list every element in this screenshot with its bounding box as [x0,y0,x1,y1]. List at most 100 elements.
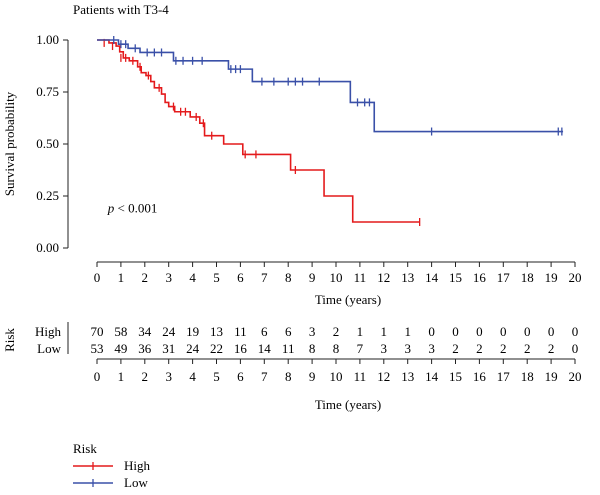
risk-count: 3 [309,324,316,339]
x-tick-label: 10 [330,270,343,285]
risk-count: 2 [524,341,531,356]
risk-x-tick-label: 6 [237,369,244,384]
x-tick-label: 6 [237,270,244,285]
risk-x-tick-label: 1 [118,369,125,384]
risk-count: 8 [309,341,316,356]
risk-x-tick-label: 20 [569,369,582,384]
survival-curve-high [97,39,420,223]
x-tick-label: 20 [569,270,582,285]
risk-x-tick-label: 17 [497,369,511,384]
legend-title: Risk [73,441,97,456]
x-tick-label: 19 [545,270,558,285]
risk-table-title: Risk [2,328,17,352]
x-tick-label: 12 [377,270,390,285]
risk-x-tick-label: 12 [377,369,390,384]
x-tick-label: 7 [261,270,268,285]
x-axis-label: Time (years) [315,292,381,307]
x-tick-label: 15 [449,270,462,285]
legend-label-high: High [124,458,151,473]
risk-count: 6 [285,324,292,339]
risk-count: 7 [357,341,364,356]
risk-x-tick-label: 13 [401,369,414,384]
x-tick-label: 3 [165,270,172,285]
risk-count: 14 [258,341,272,356]
risk-count: 58 [114,324,127,339]
risk-count: 11 [282,341,295,356]
legend: High Low [73,458,151,490]
risk-count: 0 [500,324,507,339]
risk-x-tick-label: 10 [330,369,343,384]
risk-count: 19 [186,324,199,339]
x-tick-label: 2 [142,270,149,285]
risk-count: 3 [404,341,411,356]
risk-count: 70 [91,324,104,339]
survival-curve-low [97,39,564,133]
risk-x-tick-label: 15 [449,369,462,384]
risk-x-tick-label: 0 [94,369,101,384]
risk-count: 24 [162,324,176,339]
risk-count: 0 [428,324,435,339]
risk-count: 2 [548,341,555,356]
risk-x-tick-label: 7 [261,369,268,384]
y-axis-label: Survival probability [2,91,17,196]
risk-count: 3 [428,341,435,356]
p-value-text: < 0.001 [114,201,157,216]
risk-count: 0 [524,324,531,339]
chart-title: Patients with T3-4 [73,2,169,17]
x-tick-label: 1 [118,270,125,285]
x-tick-label: 11 [354,270,367,285]
x-tick-label: 14 [425,270,439,285]
x-tick-label: 9 [309,270,316,285]
risk-x-tick-label: 11 [354,369,367,384]
risk-count: 49 [114,341,127,356]
risk-x-tick-label: 16 [473,369,487,384]
x-tick-label: 18 [521,270,534,285]
risk-count: 2 [500,341,507,356]
risk-x-tick-label: 9 [309,369,316,384]
y-tick-label: 0.25 [36,188,59,203]
risk-count: 2 [452,341,459,356]
risk-x-tick-label: 18 [521,369,534,384]
legend-label-low: Low [124,475,148,490]
y-tick-label: 0.75 [36,84,59,99]
y-tick-label: 0.50 [36,136,59,151]
risk-count: 24 [186,341,200,356]
risk-count: 0 [572,341,579,356]
risk-x-tick-label: 3 [165,369,172,384]
risk-count: 8 [333,341,340,356]
risk-count: 0 [548,324,555,339]
risk-count: 1 [404,324,411,339]
risk-count: 1 [381,324,388,339]
risk-count: 13 [210,324,223,339]
main-plot-area: 0.000.250.500.751.000 1 2 3 4 5 6 7 8 9 10 11 12 13 14… [36,32,581,285]
risk-count: 36 [138,341,152,356]
risk-count: 0 [572,324,579,339]
risk-count: 2 [333,324,340,339]
p-value-symbol: p [107,201,115,216]
risk-row-label: High [35,324,62,339]
risk-count: 34 [138,324,152,339]
risk-count: 2 [476,341,483,356]
risk-x-tick-label: 19 [545,369,558,384]
x-tick-label: 16 [473,270,487,285]
risk-x-tick-label: 5 [213,369,220,384]
risk-row-label: Low [37,341,61,356]
risk-count: 31 [162,341,175,356]
risk-x-tick-label: 14 [425,369,439,384]
x-tick-label: 17 [497,270,511,285]
risk-count: 0 [452,324,459,339]
risk-count: 0 [476,324,483,339]
y-tick-label: 0.00 [36,240,59,255]
risk-count: 22 [210,341,223,356]
risk-count: 3 [381,341,388,356]
risk-count: 16 [234,341,248,356]
risk-count: 53 [91,341,104,356]
risk-table-x-axis-label: Time (years) [315,397,381,412]
x-tick-label: 8 [285,270,292,285]
risk-count: 1 [357,324,364,339]
risk-x-tick-label: 8 [285,369,292,384]
p-value-annotation: p < 0.001 [107,201,158,216]
x-tick-label: 13 [401,270,414,285]
